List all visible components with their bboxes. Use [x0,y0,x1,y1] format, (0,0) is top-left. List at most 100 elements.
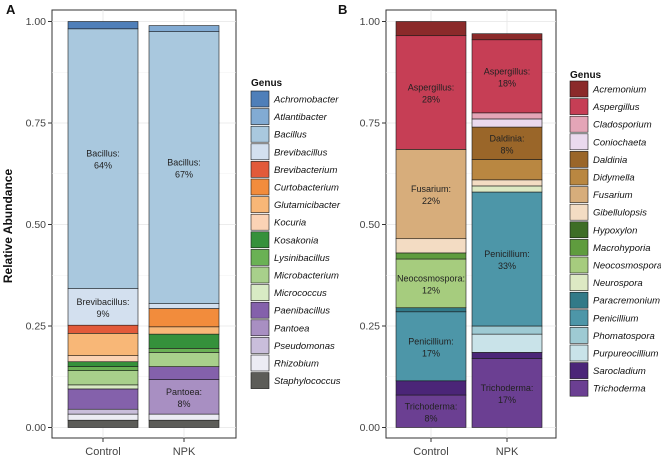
bar-segment-aspergillus [471,39,543,114]
legend-label: Paracremonium [593,296,660,307]
data-label-line: 18% [498,78,516,88]
legend-swatch [250,337,270,354]
bar-segment-bacillus [67,28,139,289]
y-tick-label: 1.00 [26,16,47,28]
legend-label: Aspergillus [592,102,640,113]
data-label-line: Pantoea: [166,387,202,397]
data-label-line: 28% [422,95,440,105]
data-label: Penicillium: 17% [408,336,454,358]
legend-label: Fusarium [593,190,633,201]
bar-segment-pantoea [148,379,220,415]
bar-segment-neurospora [471,185,543,193]
data-label-line: 64% [94,161,112,171]
legend-swatch [569,115,589,133]
legend-swatch [250,372,270,389]
bar-segment-aspergillus [395,35,467,150]
legend-label: Atlantibacter [273,112,328,123]
legend-label: Pantoea [274,323,309,334]
y-tick-label: 0.25 [360,321,381,333]
legend-swatch [250,319,270,337]
legend-swatch [250,301,270,319]
legend-swatch [250,196,270,213]
legend-swatch [569,168,589,186]
legend-label: Sarocladium [593,366,646,377]
panel-b: B 0.00 0.25 0.50 0.75 1.00 Control NPK Aspergill… [338,2,661,458]
bar-segment-gibellulopsis [471,179,543,187]
legend-swatch [250,178,270,196]
x-tick-label: Control [85,446,120,458]
legend-label: Neocosmospora [593,261,661,272]
data-label: Penicillium: 33% [484,249,530,271]
y-axis-title: Relative Abundance [1,169,15,284]
data-label-line: Penicillium: [408,336,454,346]
bar-segment-paracremonium [395,307,467,313]
bar-segment-paenibacillus [148,366,220,380]
data-label: Aspergillus: 18% [484,66,531,88]
bar-segment-brevibacillus [148,303,220,309]
legend-label: Brevibacillus [274,147,328,158]
bar-segment-achromobacter [67,21,139,30]
legend-title: Genus [570,70,602,81]
bar-segment-brevibacterium [67,324,139,334]
data-label: Daldinia: 8% [489,133,524,155]
legend-label: Kocuria [274,218,306,229]
bar-segment-kocuria [67,355,139,363]
data-label: Trichoderma: 8% [405,401,458,423]
data-label-line: 22% [422,196,440,206]
x-tick-label: NPK [173,446,196,458]
legend-label: Micrococcus [274,288,327,299]
legend-swatch [569,98,589,115]
legend-swatch [569,327,589,344]
legend-label: Trichoderma [593,384,646,395]
legend-label: Phomatospora [593,331,655,342]
bar-segment-staphylococcus [67,419,139,428]
y-tick-label: 0.75 [360,118,381,130]
y-tick-label: 0.50 [360,219,381,231]
bar-segment-glutamicibacter [148,326,220,335]
bar-segment-lysinibacillus [148,348,220,353]
legend-swatch [569,133,589,151]
bar-segment-lysinibacillus [67,366,139,371]
bar-segment-micrococcus [67,384,139,390]
legend-label: Lysinibacillus [274,253,330,264]
data-label-line: Trichoderma: [405,401,458,411]
legend-swatch [569,151,589,168]
legend-swatch [569,80,589,98]
data-label-line: Neocosmospora: [397,273,465,283]
bar-segment-macrohyporia [395,252,467,260]
legend-swatch [250,143,270,161]
legend-swatch [250,231,270,249]
bar-segment-penicillium [395,311,467,382]
data-label-line: 67% [175,170,193,180]
bar-segment-staphylococcus [148,419,220,428]
bar-segment-phomatospora [471,325,543,335]
bar-segment-trichoderma [471,358,543,428]
legend-label: Hypoxylon [593,225,637,236]
data-label-line: Daldinia: [489,133,524,143]
bar-segment-brevibacillus [67,288,139,326]
legend-swatch [569,309,589,327]
data-label-line: 17% [498,395,516,405]
legend-swatch [250,125,270,143]
legend-title: Genus [251,78,283,89]
data-label: Bacillus: 67% [167,158,201,180]
y-tick-label: 0.50 [26,219,47,231]
y-tick-label: 0.25 [26,321,47,333]
data-label: Fusarium: 22% [411,184,451,206]
legend-label: Brevibacterium [274,165,337,176]
bar-segment-glutamicibacter [67,333,139,356]
bar-segment-sarocladium [471,352,543,359]
data-label-line: Trichoderma: [481,383,534,393]
bar-segment-didymella [471,159,543,181]
legend-label: Paenibacillus [274,306,330,317]
bar-segment-paenibacillus [67,388,139,410]
bar-segment-purpureocillium [471,333,543,353]
data-label-line: 8% [177,399,190,409]
data-label-line: 8% [500,145,513,155]
legend-label: Purpureocillium [593,349,659,360]
data-label-line: Aspergillus: [408,83,455,93]
legend-swatch [250,108,270,125]
panel-letter: B [338,2,347,17]
legend-swatch [250,266,270,284]
bar-segment-trichoderma [395,394,467,428]
